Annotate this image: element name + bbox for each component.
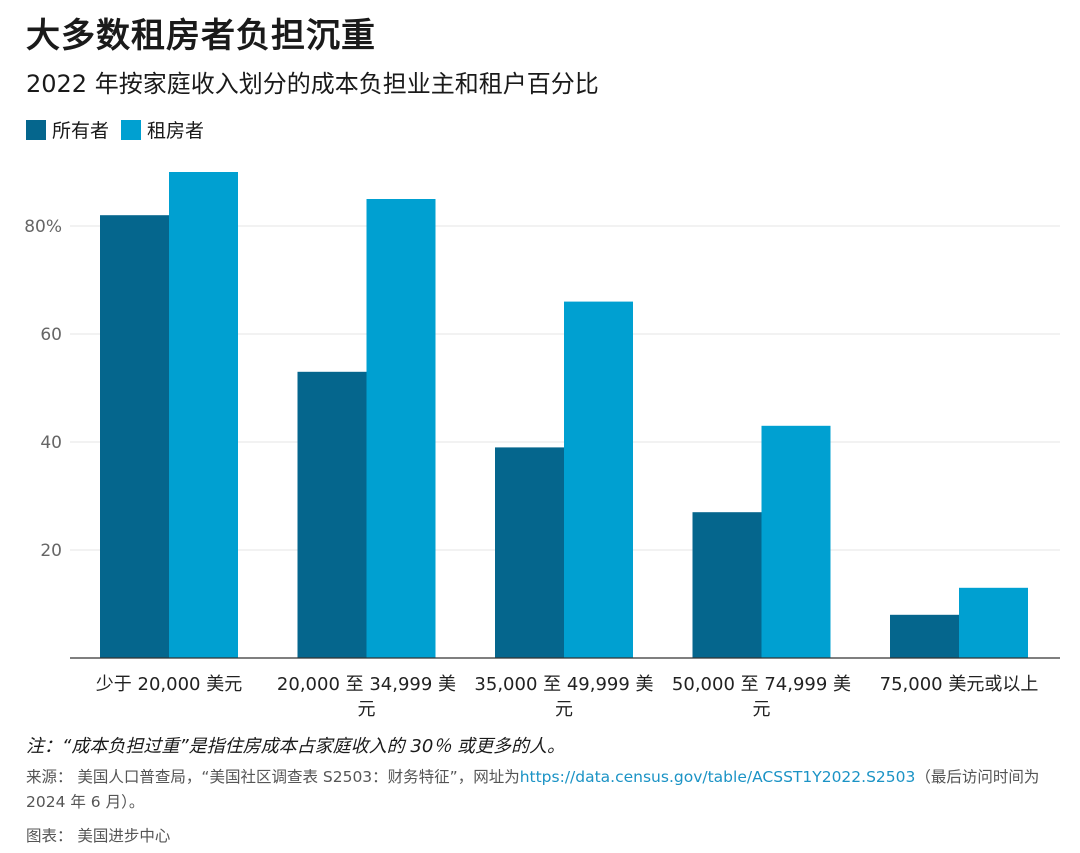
y-tick-label-80: 80%	[24, 217, 62, 237]
y-tick-label-60: 60	[40, 325, 62, 345]
chart-subtitle: 2022 年按家庭收入划分的成本负担业主和租户百分比	[26, 70, 599, 98]
x-tick-label-line: 元	[555, 699, 573, 720]
y-tick-label-20: 20	[40, 541, 62, 561]
legend-label-renters: 租房者	[147, 120, 205, 142]
x-tick-label-line: 35,000 至 49,999 美	[474, 674, 653, 695]
legend-swatch-renters	[121, 119, 142, 140]
x-tick-label-4: 75,000 美元或以上	[880, 674, 1039, 695]
legend-swatch-owners	[26, 119, 46, 140]
bar-renters-3	[761, 425, 831, 658]
bar-owners-3	[692, 512, 762, 658]
x-tick-label-line: 元	[358, 699, 376, 720]
x-tick-label-line: 元	[753, 699, 771, 720]
bar-renters-4	[959, 587, 1028, 658]
bar-renters-0	[169, 172, 238, 658]
bar-owners-4	[890, 614, 959, 658]
legend-item-owners: 所有者	[26, 116, 109, 143]
x-tick-label-line: 少于 20,000 美元	[96, 674, 242, 695]
chart-note: 注：“成本负担过重”是指住房成本占家庭收入的 30％ 或更多的人。	[26, 736, 565, 757]
legend: 所有者 租房者	[26, 116, 216, 143]
bar-owners-1	[297, 371, 367, 658]
chart-title: 大多数租房者负担沉重	[26, 16, 376, 56]
y-tick-label-40: 40	[40, 433, 62, 453]
source-link[interactable]: https://data.census.gov/table/ACSST1Y202…	[519, 768, 916, 786]
x-tick-label-line: 20,000 至 34,999 美	[277, 674, 456, 695]
bar-owners-2	[495, 447, 564, 658]
source-text: 来源： 美国人口普查局，“美国社区调查表 S2503：财务特征”，网址为http…	[26, 765, 1056, 815]
x-tick-label-line: 50,000 至 74,999 美	[672, 674, 851, 695]
x-tick-label-1: 20,000 至 34,999 美元	[277, 674, 456, 720]
x-tick-label-2: 35,000 至 49,999 美元	[474, 674, 653, 720]
chart-credit: 图表： 美国进步中心	[26, 827, 171, 845]
source-suffix: （最后访问时间为 2024 年 6 月）。	[26, 768, 1040, 811]
x-tick-label-line: 75,000 美元或以上	[880, 674, 1039, 695]
legend-item-renters: 租房者	[121, 116, 204, 143]
bar-renters-2	[564, 301, 633, 658]
x-tick-label-3: 50,000 至 74,999 美元	[672, 674, 851, 720]
x-tick-label-0: 少于 20,000 美元	[96, 674, 242, 695]
source-prefix: 来源： 美国人口普查局，“美国社区调查表 S2503：财务特征”，网址为	[26, 768, 520, 786]
legend-label-owners: 所有者	[52, 120, 110, 142]
bar-renters-1	[366, 199, 436, 658]
bar-owners-0	[100, 215, 169, 658]
